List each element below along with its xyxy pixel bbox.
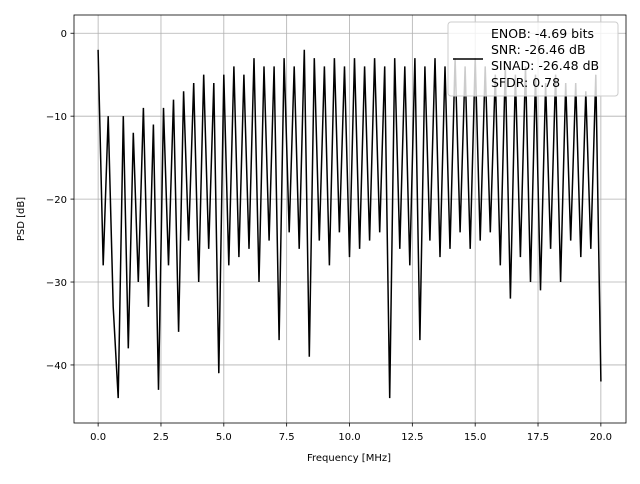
x-tick-label: 20.0: [590, 432, 612, 443]
y-tick-label: −40: [46, 361, 67, 372]
x-tick-label: 2.5: [153, 432, 169, 443]
series-line-psd: [97, 49, 602, 399]
x-tick-label: 15.0: [464, 432, 486, 443]
x-axis-label: Frequency [MHz]: [307, 453, 391, 464]
y-tick-label: −20: [46, 195, 67, 206]
y-axis-label: PSD [dB]: [16, 197, 27, 241]
legend: ENOB: -4.69 bits SNR: -26.46 dB SINAD: -…: [447, 21, 619, 97]
legend-box: [447, 21, 619, 97]
y-tick-label: 0: [61, 29, 67, 40]
legend-sinad: SINAD: -26.48 dB: [491, 58, 599, 73]
x-tick-label: 7.5: [279, 432, 295, 443]
legend-enob: ENOB: -4.69 bits: [491, 26, 594, 41]
x-tick-label: 17.5: [527, 432, 549, 443]
x-tick-label: 5.0: [216, 432, 232, 443]
y-tick-label: −30: [46, 278, 67, 289]
x-tick-label: 10.0: [338, 432, 360, 443]
axes-frame: [73, 14, 627, 424]
legend-snr: SNR: -26.46 dB: [491, 42, 586, 57]
x-tick-label: 0.0: [90, 432, 106, 443]
legend-sfdr: SFDR: 0.78: [491, 75, 560, 90]
y-tick-label: −10: [46, 112, 67, 123]
x-tick-label: 12.5: [401, 432, 423, 443]
ticks: 0.0 2.5 5.0 7.5 10.0 12.5 15.0 17.5 20.0 0 −10 −20 −…: [46, 29, 612, 443]
